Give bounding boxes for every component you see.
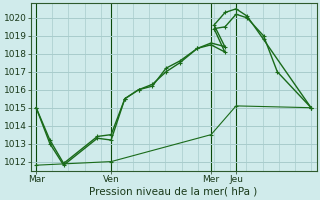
X-axis label: Pression niveau de la mer( hPa ): Pression niveau de la mer( hPa ) [90,187,258,197]
